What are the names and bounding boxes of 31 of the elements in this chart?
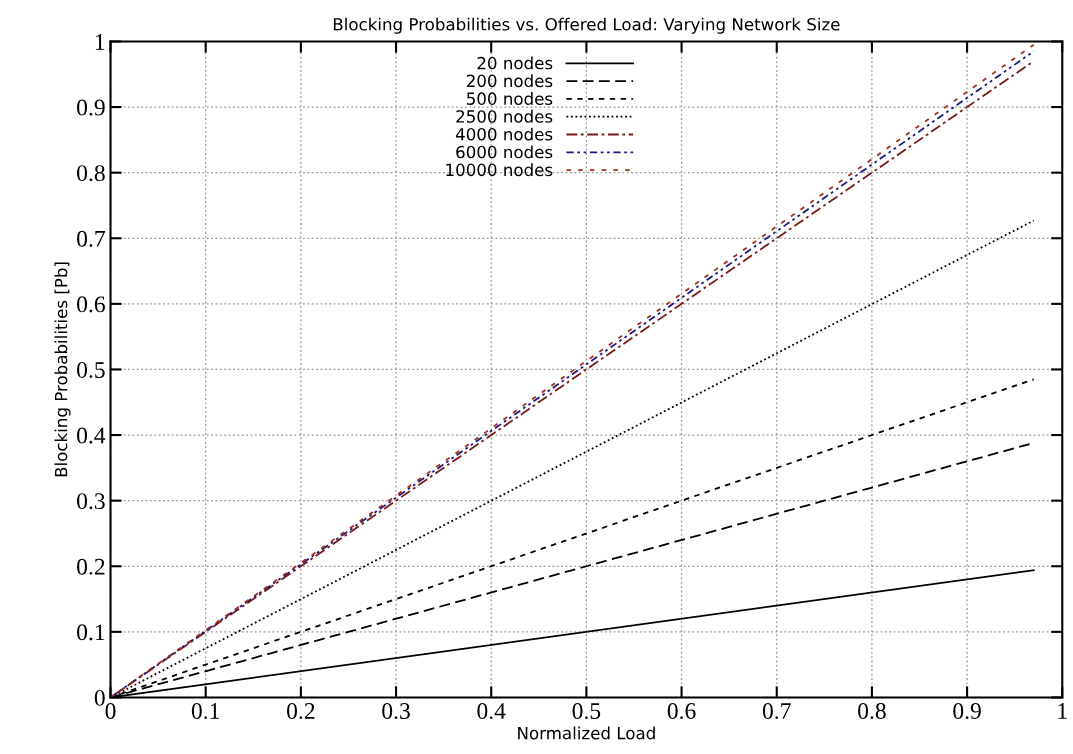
- legend-label: 500 nodes: [467, 92, 553, 105]
- legend-label: 6000 nodes: [456, 145, 553, 159]
- x-tick-label: 0.4: [477, 702, 506, 720]
- x-tick-label: 1: [1058, 703, 1067, 719]
- x-tick-label: 0.2: [287, 702, 315, 720]
- y-tick-label: 0.4: [77, 427, 106, 444]
- x-tick-label: 0.5: [572, 702, 601, 720]
- y-tick-label: 0.7: [77, 230, 105, 247]
- y-tick-label: 0.6: [77, 296, 105, 313]
- legend-label: 10000 nodes: [446, 163, 553, 177]
- chart-title: Blocking Probabilities vs. Offered Load: Varying Network Size: [333, 17, 840, 34]
- y-tick-label: 0.9: [77, 99, 105, 116]
- legend-label: 20 nodes: [477, 56, 553, 70]
- x-axis-title: Normalized Load: [518, 726, 655, 740]
- y-tick-label: 0: [94, 689, 105, 706]
- x-tick-label: 0.1: [191, 702, 220, 720]
- legend-label: 200 nodes: [466, 74, 553, 88]
- y-tick-label: 0.5: [77, 361, 105, 378]
- y-tick-label: 0.3: [77, 493, 105, 510]
- y-tick-label: 0.1: [77, 624, 105, 641]
- legend-label: 2500 nodes: [456, 109, 553, 123]
- x-tick-label: 0.7: [762, 702, 791, 720]
- legend-label: 4000 nodes: [455, 127, 553, 141]
- y-tick-label: 1: [95, 34, 105, 50]
- x-tick-label: 0.3: [382, 702, 410, 720]
- x-tick-label: 0.9: [953, 702, 981, 720]
- x-tick-label: 0.6: [667, 702, 696, 720]
- y-tick-label: 0.8: [77, 165, 105, 182]
- y-axis-title: Blocking Probabilities [Pb]: [54, 262, 71, 477]
- x-tick-label: 0.8: [858, 702, 886, 720]
- y-tick-label: 0.2: [77, 558, 105, 575]
